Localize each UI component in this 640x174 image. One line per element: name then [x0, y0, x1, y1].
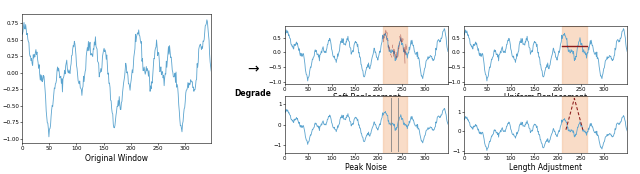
Bar [383, 96, 407, 153]
Bar [383, 26, 407, 84]
X-axis label: Uniform Replacement: Uniform Replacement [504, 93, 587, 102]
Bar [562, 96, 586, 153]
Text: Degrade: Degrade [234, 89, 271, 98]
Text: →: → [247, 63, 259, 77]
X-axis label: Soft Replacement: Soft Replacement [333, 93, 400, 102]
X-axis label: Length Adjustment: Length Adjustment [509, 163, 582, 172]
Bar [562, 26, 586, 84]
X-axis label: Original Window: Original Window [85, 154, 148, 163]
X-axis label: Peak Noise: Peak Noise [346, 163, 387, 172]
